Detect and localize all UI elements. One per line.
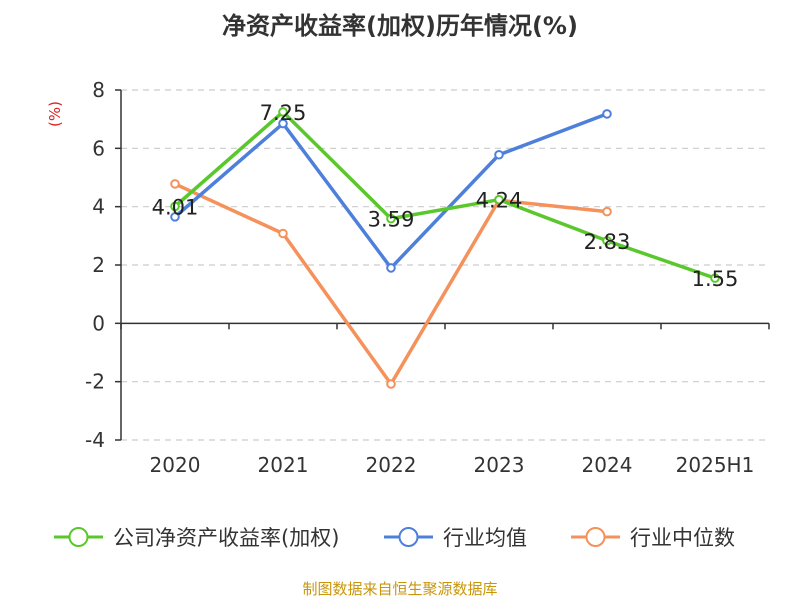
legend-marker[interactable] xyxy=(68,527,89,547)
legend[interactable]: 公司净资产收益率(加权) 行业均值 行业中位数 xyxy=(54,526,735,550)
data-point xyxy=(602,235,612,246)
x-tick-label: 2023 xyxy=(474,453,525,477)
data-label: 2.83 xyxy=(584,230,631,254)
data-label: 3.59 xyxy=(368,208,415,232)
data-label: 7.25 xyxy=(260,101,307,125)
y-tick-label: 0 xyxy=(92,311,105,335)
series-line xyxy=(173,112,608,270)
x-tick-label: 2025H1 xyxy=(676,453,755,477)
grid-lines xyxy=(121,89,769,441)
y-tick-label: -4 xyxy=(85,428,105,452)
data-label: 1.55 xyxy=(692,267,739,291)
data-point xyxy=(278,118,288,129)
data-point xyxy=(710,273,720,283)
y-tick-label: 8 xyxy=(92,78,105,102)
data-label: 4.01 xyxy=(152,195,199,219)
y-tick-label: -2 xyxy=(85,370,105,394)
data-labels: 4.01 7.25 3.59 4.24 2.83 1.55 xyxy=(152,101,739,291)
x-tick-label: 2021 xyxy=(258,453,309,477)
legend-item-label[interactable]: 行业均值 xyxy=(443,526,527,550)
data-point xyxy=(170,212,180,222)
data-label: 4.24 xyxy=(476,189,523,213)
axes: 8 6 4 2 0 -2 -4 2020 2021 2022 2023 2024 2025H1 xyxy=(85,78,770,477)
x-tick-label: 2020 xyxy=(150,453,201,477)
data-point xyxy=(494,194,504,205)
data-point xyxy=(386,263,396,273)
chart-title: 净资产收益率(加权)历年情况(%) xyxy=(222,12,578,40)
series-line xyxy=(173,110,716,280)
legend-marker[interactable] xyxy=(585,527,606,547)
data-point xyxy=(170,179,180,189)
y-tick-label: 4 xyxy=(92,195,105,219)
data-point xyxy=(278,107,288,117)
x-tick-label: 2024 xyxy=(582,453,633,477)
legend-marker[interactable] xyxy=(398,527,419,547)
data-point xyxy=(386,213,396,224)
data-point xyxy=(278,228,288,239)
x-tick-label: 2022 xyxy=(366,453,417,477)
data-point xyxy=(386,379,396,389)
y-tick-label: 2 xyxy=(92,253,105,277)
legend-item-label[interactable]: 公司净资产收益率(加权) xyxy=(113,526,339,550)
data-point xyxy=(602,206,612,217)
y-tick-label: 6 xyxy=(92,136,105,160)
data-point xyxy=(170,201,180,212)
data-point xyxy=(602,109,612,119)
data-source-note: 制图数据来自恒生聚源数据库 xyxy=(302,580,498,598)
series-group xyxy=(170,107,720,389)
data-point xyxy=(494,149,504,160)
legend-item-label[interactable]: 行业中位数 xyxy=(630,526,735,550)
